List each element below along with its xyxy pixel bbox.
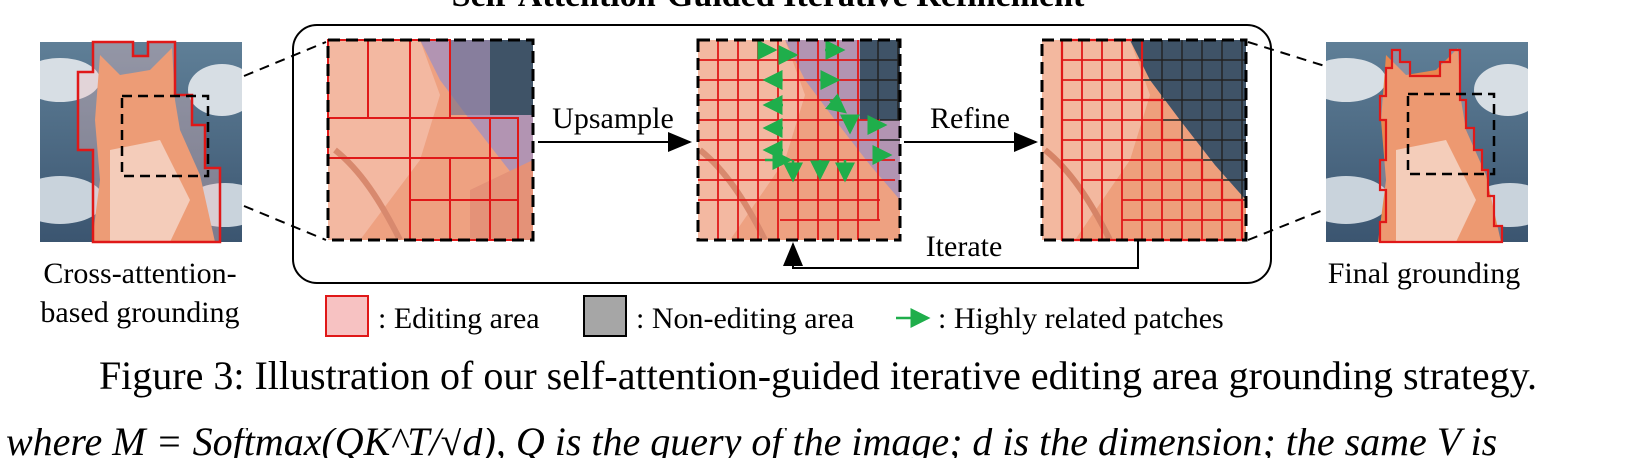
legend-editing-label: : Editing area <box>378 302 540 335</box>
panel-refined-grid <box>1062 40 1242 240</box>
left-zoom-box <box>120 94 210 178</box>
legend-non-editing-label: : Non-editing area <box>636 302 854 335</box>
panel-upsampled-frame <box>696 38 902 242</box>
figure-caption: Figure 3: Illustration of our self-atten… <box>98 353 1538 398</box>
refinement-container <box>292 24 1272 284</box>
upsample-label: Upsample <box>552 102 674 135</box>
right-editing-area <box>1378 48 1504 244</box>
left-editing-area <box>76 40 222 244</box>
iterate-label: Iterate <box>926 230 1003 263</box>
body-text-fragment-wrapper: where M = Softmax(QK^T/√d), Q is the que… <box>0 428 1636 458</box>
panel-coarse-frame <box>326 38 535 242</box>
panel-upsampled-darkgrid <box>860 40 900 141</box>
left-zoom-connector-top <box>243 41 327 77</box>
iterate-arrow <box>783 240 1139 269</box>
legend-editing-swatch <box>325 295 369 337</box>
legend-related-label: : Highly related patches <box>938 302 1224 335</box>
related-patch-arrows <box>757 40 893 183</box>
refine-label: Refine <box>930 102 1010 135</box>
panel-refined-frame <box>1040 38 1248 242</box>
legend-non-editing-swatch <box>583 295 627 337</box>
right-zoom-box <box>1406 92 1496 176</box>
figure-title: Self-Attention-Guided Iterative Refineme… <box>452 0 1085 14</box>
left-zoom-connector-bottom <box>243 205 327 241</box>
left-label-line2: based grounding <box>40 296 239 329</box>
panel-coarse <box>328 40 533 240</box>
right-label: Final grounding <box>1328 257 1521 290</box>
body-text-fragment: where M = Softmax(QK^T/√d), Q is the que… <box>6 428 1498 458</box>
panel-refined-darkgrid <box>1142 40 1246 220</box>
left-label-line1: Cross-attention- <box>43 257 236 290</box>
